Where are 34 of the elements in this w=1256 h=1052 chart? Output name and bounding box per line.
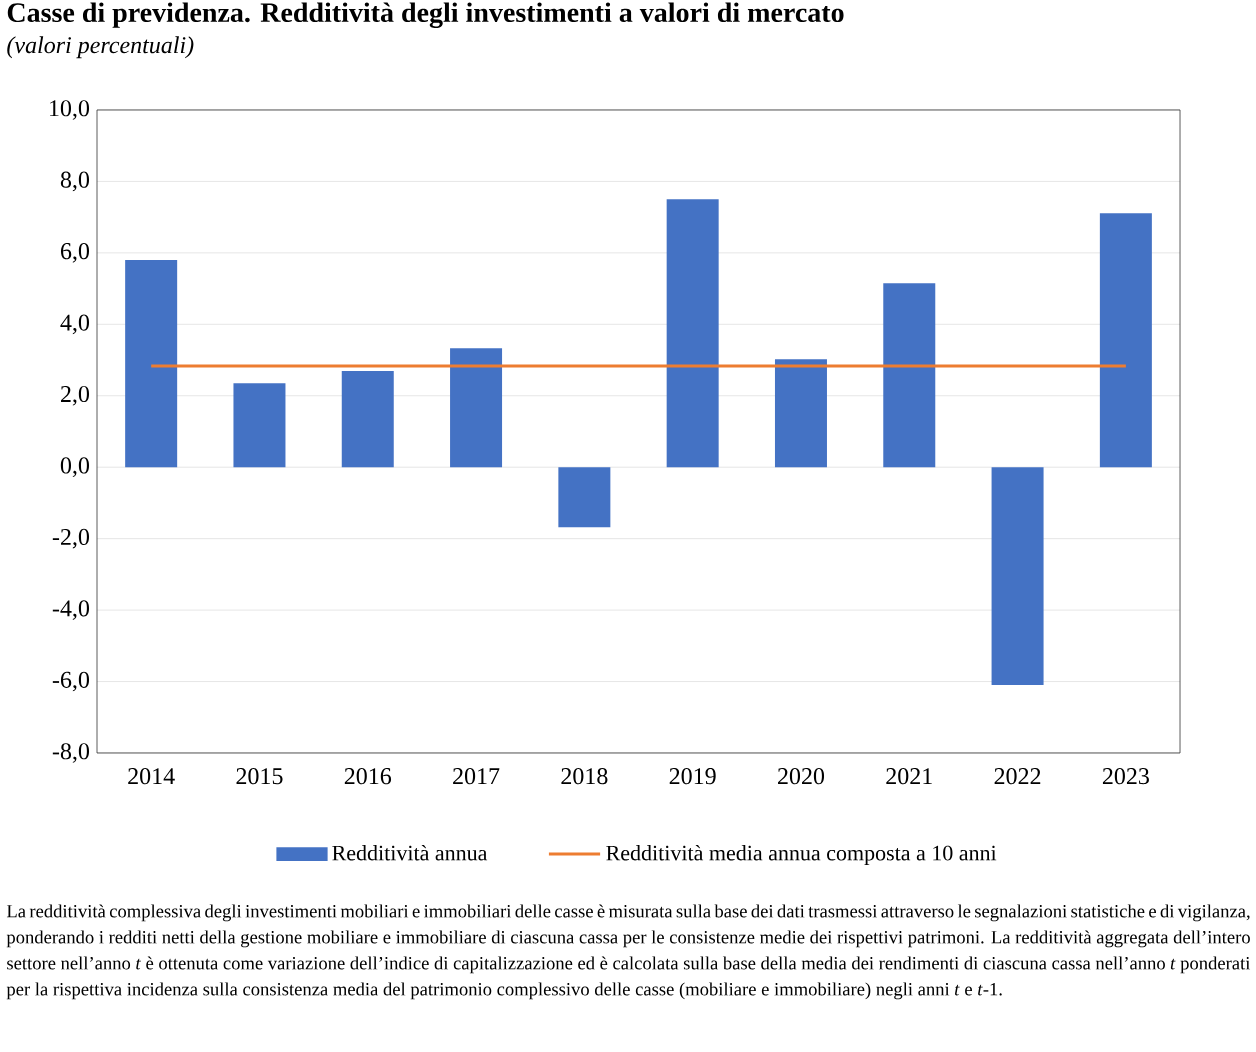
x-tick-label: 2019 — [669, 768, 716, 785]
x-tick-label: 2023 — [1102, 768, 1149, 785]
x-tick-label: 2022 — [994, 768, 1041, 785]
x-tick-label: 2018 — [561, 768, 608, 785]
x-tick-label: 2020 — [778, 768, 825, 785]
bar — [450, 348, 503, 468]
chart-title: Casse di previdenza. Redditività degli investimenti a valori di mercato — [7, 2, 844, 29]
bar — [1099, 213, 1152, 468]
y-tick-label: 6,0 — [60, 243, 90, 263]
x-tick-label: 2014 — [128, 768, 175, 785]
bar — [233, 383, 286, 468]
y-tick-label: -4,0 — [52, 600, 90, 620]
bar — [341, 371, 394, 468]
chart-subtitle: (valori percentuali) — [7, 36, 194, 59]
bar — [883, 283, 936, 468]
x-tick-label: 2015 — [236, 768, 283, 785]
bar — [558, 467, 611, 528]
x-tick-label: 2021 — [886, 768, 932, 785]
x-tick-label: 2017 — [453, 768, 500, 785]
y-tick-label: 4,0 — [60, 314, 90, 335]
y-tick-label: -8,0 — [52, 743, 90, 763]
y-tick-label: -2,0 — [52, 528, 90, 549]
y-tick-label: 10,0 — [50, 100, 90, 120]
y-tick-label: -6,0 — [52, 671, 90, 692]
y-tick-label: 0,0 — [60, 457, 90, 478]
bar — [774, 359, 827, 468]
y-tick-label: 2,0 — [61, 385, 90, 406]
bar — [125, 260, 178, 468]
y-tick-label: 8,0 — [60, 171, 90, 192]
legend-label: Redditività media annua composta a 10 anni — [606, 845, 997, 865]
x-tick-label: 2016 — [344, 768, 392, 785]
legend-label: Redditività annua — [332, 845, 488, 861]
bar — [666, 199, 719, 468]
bar — [991, 467, 1044, 686]
